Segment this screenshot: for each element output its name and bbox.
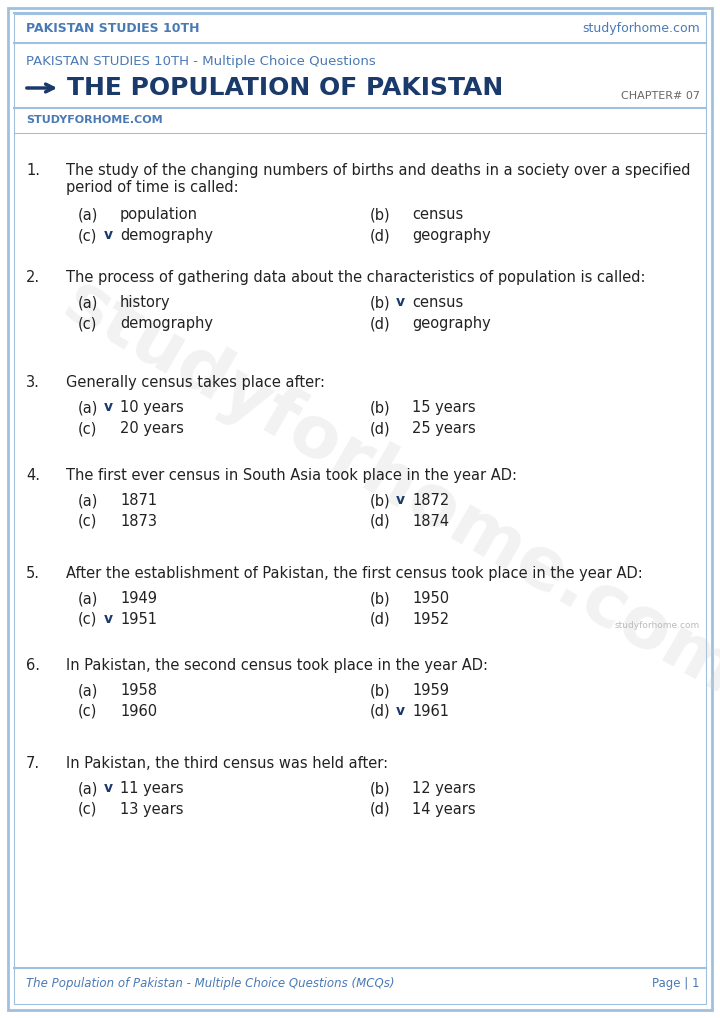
Text: 1951: 1951 xyxy=(120,612,157,627)
Text: (b): (b) xyxy=(370,295,391,310)
Text: 1950: 1950 xyxy=(412,591,449,606)
Text: history: history xyxy=(120,295,171,310)
Text: (b): (b) xyxy=(370,207,391,222)
Text: PAKISTAN STUDIES 10TH: PAKISTAN STUDIES 10TH xyxy=(26,21,199,35)
Text: studyforhome.com: studyforhome.com xyxy=(582,21,700,35)
Text: PAKISTAN STUDIES 10TH - Multiple Choice Questions: PAKISTAN STUDIES 10TH - Multiple Choice … xyxy=(26,55,376,67)
Text: (d): (d) xyxy=(370,802,391,817)
Text: (c): (c) xyxy=(78,316,97,331)
Text: STUDYFORHOME.COM: STUDYFORHOME.COM xyxy=(26,115,163,125)
Text: 1.: 1. xyxy=(26,163,40,178)
Text: (d): (d) xyxy=(370,704,391,719)
Text: 3.: 3. xyxy=(26,375,40,390)
Text: demography: demography xyxy=(120,316,213,331)
Text: Generally census takes place after:: Generally census takes place after: xyxy=(66,375,325,390)
Text: After the establishment of Pakistan, the first census took place in the year AD:: After the establishment of Pakistan, the… xyxy=(66,566,643,581)
Text: (c): (c) xyxy=(78,228,97,243)
Text: 14 years: 14 years xyxy=(412,802,476,817)
Text: 25 years: 25 years xyxy=(412,421,476,436)
Text: 20 years: 20 years xyxy=(120,421,184,436)
Text: (a): (a) xyxy=(78,207,99,222)
Text: demography: demography xyxy=(120,228,213,243)
Text: v: v xyxy=(396,493,405,507)
Text: 1872: 1872 xyxy=(412,493,449,508)
Text: (b): (b) xyxy=(370,591,391,606)
Text: (a): (a) xyxy=(78,683,99,698)
Text: (b): (b) xyxy=(370,493,391,508)
Text: 13 years: 13 years xyxy=(120,802,184,817)
Text: studyforhome.com: studyforhome.com xyxy=(615,621,700,629)
Text: geography: geography xyxy=(412,316,491,331)
Text: 1871: 1871 xyxy=(120,493,157,508)
Text: 2.: 2. xyxy=(26,270,40,285)
Text: census: census xyxy=(412,207,463,222)
Text: (c): (c) xyxy=(78,802,97,817)
Text: (c): (c) xyxy=(78,514,97,529)
Text: geography: geography xyxy=(412,228,491,243)
Text: 12 years: 12 years xyxy=(412,781,476,796)
Text: 5.: 5. xyxy=(26,566,40,581)
Text: (b): (b) xyxy=(370,683,391,698)
Text: (d): (d) xyxy=(370,612,391,627)
Text: 1874: 1874 xyxy=(412,514,449,529)
Text: (d): (d) xyxy=(370,228,391,243)
Text: v: v xyxy=(104,228,113,242)
Text: 1959: 1959 xyxy=(412,683,449,698)
Text: 4.: 4. xyxy=(26,468,40,483)
Text: 1958: 1958 xyxy=(120,683,157,698)
Text: 1949: 1949 xyxy=(120,591,157,606)
Text: 1873: 1873 xyxy=(120,514,157,529)
Text: 1960: 1960 xyxy=(120,704,157,719)
Text: v: v xyxy=(104,612,113,626)
Text: The study of the changing numbers of births and deaths in a society over a speci: The study of the changing numbers of bir… xyxy=(66,163,690,178)
Text: 1961: 1961 xyxy=(412,704,449,719)
Text: (a): (a) xyxy=(78,493,99,508)
Text: v: v xyxy=(396,295,405,309)
Text: period of time is called:: period of time is called: xyxy=(66,180,238,195)
Text: 1952: 1952 xyxy=(412,612,449,627)
Text: In Pakistan, the third census was held after:: In Pakistan, the third census was held a… xyxy=(66,756,388,771)
Text: (d): (d) xyxy=(370,514,391,529)
Text: (a): (a) xyxy=(78,295,99,310)
Text: studyforhome.com: studyforhome.com xyxy=(51,267,720,710)
Text: 11 years: 11 years xyxy=(120,781,184,796)
Text: (a): (a) xyxy=(78,400,99,415)
Text: (c): (c) xyxy=(78,704,97,719)
Text: (c): (c) xyxy=(78,612,97,627)
Text: (a): (a) xyxy=(78,781,99,796)
Text: The first ever census in South Asia took place in the year AD:: The first ever census in South Asia took… xyxy=(66,468,517,483)
Text: 7.: 7. xyxy=(26,756,40,771)
Text: 10 years: 10 years xyxy=(120,400,184,415)
Text: Page | 1: Page | 1 xyxy=(652,976,700,989)
Text: (d): (d) xyxy=(370,316,391,331)
Text: (d): (d) xyxy=(370,421,391,436)
Text: The Population of Pakistan - Multiple Choice Questions (MCQs): The Population of Pakistan - Multiple Ch… xyxy=(26,976,395,989)
Text: v: v xyxy=(396,704,405,718)
Text: (b): (b) xyxy=(370,781,391,796)
Text: (b): (b) xyxy=(370,400,391,415)
Text: The process of gathering data about the characteristics of population is called:: The process of gathering data about the … xyxy=(66,270,646,285)
Text: v: v xyxy=(104,400,113,414)
Text: 6.: 6. xyxy=(26,658,40,673)
Text: (a): (a) xyxy=(78,591,99,606)
Text: (c): (c) xyxy=(78,421,97,436)
Text: THE POPULATION OF PAKISTAN: THE POPULATION OF PAKISTAN xyxy=(67,76,503,100)
Text: v: v xyxy=(104,781,113,795)
Text: In Pakistan, the second census took place in the year AD:: In Pakistan, the second census took plac… xyxy=(66,658,488,673)
Text: CHAPTER# 07: CHAPTER# 07 xyxy=(621,91,700,101)
Text: census: census xyxy=(412,295,463,310)
Text: 15 years: 15 years xyxy=(412,400,476,415)
Text: population: population xyxy=(120,207,198,222)
